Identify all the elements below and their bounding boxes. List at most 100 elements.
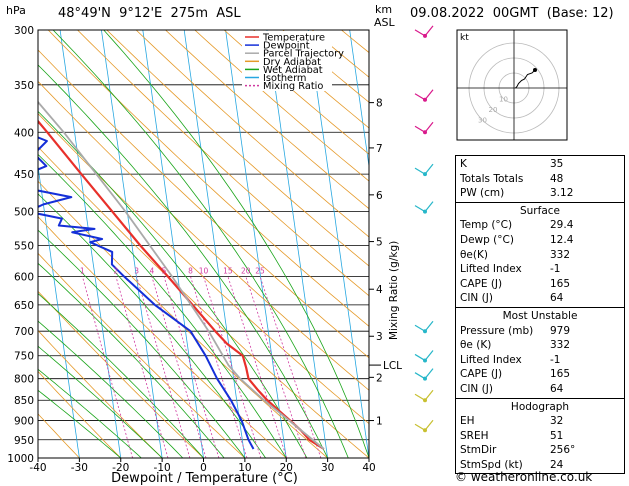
hodograph-end-dot xyxy=(533,68,537,72)
unstable-box: Most Unstable Pressure (mb) 979 θe (K) 332… xyxy=(455,306,625,399)
asl-label: ASL xyxy=(374,16,395,29)
dry-adiabat-line xyxy=(38,80,369,391)
isotherm-line xyxy=(349,30,369,170)
temp-tick-label: 20 xyxy=(280,462,293,474)
dry-adiabat-line xyxy=(106,30,369,267)
temp-tick-label: 30 xyxy=(321,462,334,474)
mixing-ratio-line xyxy=(115,276,169,458)
hodograph-title: Hodograph xyxy=(510,400,570,413)
wind-barb xyxy=(424,350,434,361)
km-tick-label: 7 xyxy=(376,143,383,155)
indices-table: K 35 Totals Totals 48 PW (cm) 3.12 Surface … xyxy=(455,155,625,475)
mixing-ratio-line xyxy=(136,276,191,458)
temp-tick-label: 40 xyxy=(362,462,375,474)
temp-tick-label: -20 xyxy=(112,462,129,474)
isotherm-line xyxy=(307,30,369,458)
temp-tick-label: 10 xyxy=(238,462,251,474)
temp-tick-label: -40 xyxy=(29,462,46,474)
km-tick-label: 1 xyxy=(376,416,383,428)
hodograph-kt-label: kt xyxy=(460,33,469,43)
wind-barb-dot xyxy=(423,358,427,363)
pressure-tick-label: 400 xyxy=(14,127,34,139)
surface-li-row: Lifted Index -1 xyxy=(460,263,561,276)
k-index-row: K 35 xyxy=(460,158,564,170)
wet-adiabat-line xyxy=(38,389,122,458)
stmdir-row: StmDir 256° xyxy=(460,444,576,457)
pressure-tick-label: 950 xyxy=(14,435,34,447)
surface-temp-row: Temp (°C) 29.4 xyxy=(460,219,574,232)
wet-adiabat-line xyxy=(38,262,225,458)
mixing-ratio-label: 2 xyxy=(113,266,118,275)
totals-row: Totals Totals 48 xyxy=(460,172,564,185)
hodograph-ring-label: 20 xyxy=(489,106,498,114)
dry-adiabat-line xyxy=(164,30,369,210)
mixing-ratio-label: 10 xyxy=(199,266,209,275)
wind-barb-dot xyxy=(423,428,427,433)
surface-box: Surface Temp (°C) 29.4 Dewp (°C) 12.4 θe(K… xyxy=(455,201,625,308)
dry-adiabat-line xyxy=(38,370,122,458)
hodograph-frame xyxy=(456,29,568,141)
wet-adiabat-line xyxy=(38,193,266,458)
wind-barb-dot xyxy=(423,33,427,38)
mu-thetae-row: θe (K) 332 xyxy=(460,339,571,352)
legend-label: Wet Adiabat xyxy=(263,65,323,76)
mixing-ratio-line xyxy=(82,276,133,458)
temp-tick-label: 0 xyxy=(200,462,207,474)
pressure-tick-label: 850 xyxy=(14,395,34,407)
pw-row: PW (cm) 3.12 xyxy=(460,187,574,200)
pressure-tick-label: 800 xyxy=(14,374,34,386)
surface-title: Surface xyxy=(519,204,560,217)
dry-adiabat-line xyxy=(47,30,369,327)
eh-row: EH 32 xyxy=(460,415,564,428)
wind-barb-dot xyxy=(423,209,427,214)
wind-barb-dot xyxy=(423,398,427,403)
km-label: km xyxy=(375,3,393,16)
wind-barb xyxy=(424,89,434,101)
wet-adiabat-line xyxy=(38,153,287,458)
mixing-ratio-line xyxy=(245,276,307,458)
wind-barb-dot xyxy=(423,130,427,135)
legend-label: Dry Adiabat xyxy=(263,57,321,68)
mixing-ratio-label: 5 xyxy=(162,266,167,275)
mixing-ratio-line xyxy=(163,276,220,458)
location-label: 48°49'N 9°12'E 275m ASL xyxy=(58,6,241,21)
pressure-tick-label: 450 xyxy=(14,169,34,181)
unstable-title: Most Unstable xyxy=(502,309,578,322)
dry-adiabat-line xyxy=(38,252,246,458)
dry-adiabat-line xyxy=(38,49,369,359)
legend-label: Mixing Ratio xyxy=(263,81,323,92)
wet-adiabat-line xyxy=(38,64,328,458)
sreh-row: SREH 51 xyxy=(460,429,564,442)
dry-adiabat-line xyxy=(194,30,369,182)
wind-barb xyxy=(424,163,434,175)
wind-barb xyxy=(424,368,434,380)
km-tick-label: 6 xyxy=(376,190,383,202)
pressure-tick-label: 500 xyxy=(14,207,34,219)
mixing-ratio-label: 25 xyxy=(255,266,265,275)
wet-adiabat-line xyxy=(38,292,204,458)
wind-barb xyxy=(424,389,434,401)
mixing-ratio-label: 3 xyxy=(134,266,139,275)
pressure-tick-label: 750 xyxy=(14,351,34,363)
hodograph-box: Hodograph EH 32 SREH 51 StmDir 256° StmSpd … xyxy=(455,397,625,475)
mixing-ratio-line xyxy=(259,276,322,458)
parcel-trajectory-line xyxy=(38,100,325,450)
isotherm-line xyxy=(266,30,328,458)
wind-barb-dot xyxy=(423,172,427,177)
indices-top-box: K 35 Totals Totals 48 PW (cm) 3.12 xyxy=(455,155,625,203)
dry-adiabat-line xyxy=(135,30,369,238)
pressure-tick-label: 300 xyxy=(14,25,34,37)
dewpoint-line xyxy=(38,136,255,450)
isotherm-line xyxy=(100,30,163,458)
km-tick-label: 8 xyxy=(376,98,383,110)
wet-adiabat-line xyxy=(103,30,369,458)
pressure-tick-label: 550 xyxy=(14,240,34,252)
pressure-tick-label: 900 xyxy=(14,416,34,428)
isotherm-line xyxy=(38,163,80,458)
legend-label: Isotherm xyxy=(263,73,306,84)
km-tick-label: 2 xyxy=(376,372,383,384)
dry-adiabat-line xyxy=(38,113,369,425)
temp-tick-label: -30 xyxy=(71,462,88,474)
legend-label: Parcel Trajectory xyxy=(263,49,344,60)
wind-barb xyxy=(424,25,434,37)
